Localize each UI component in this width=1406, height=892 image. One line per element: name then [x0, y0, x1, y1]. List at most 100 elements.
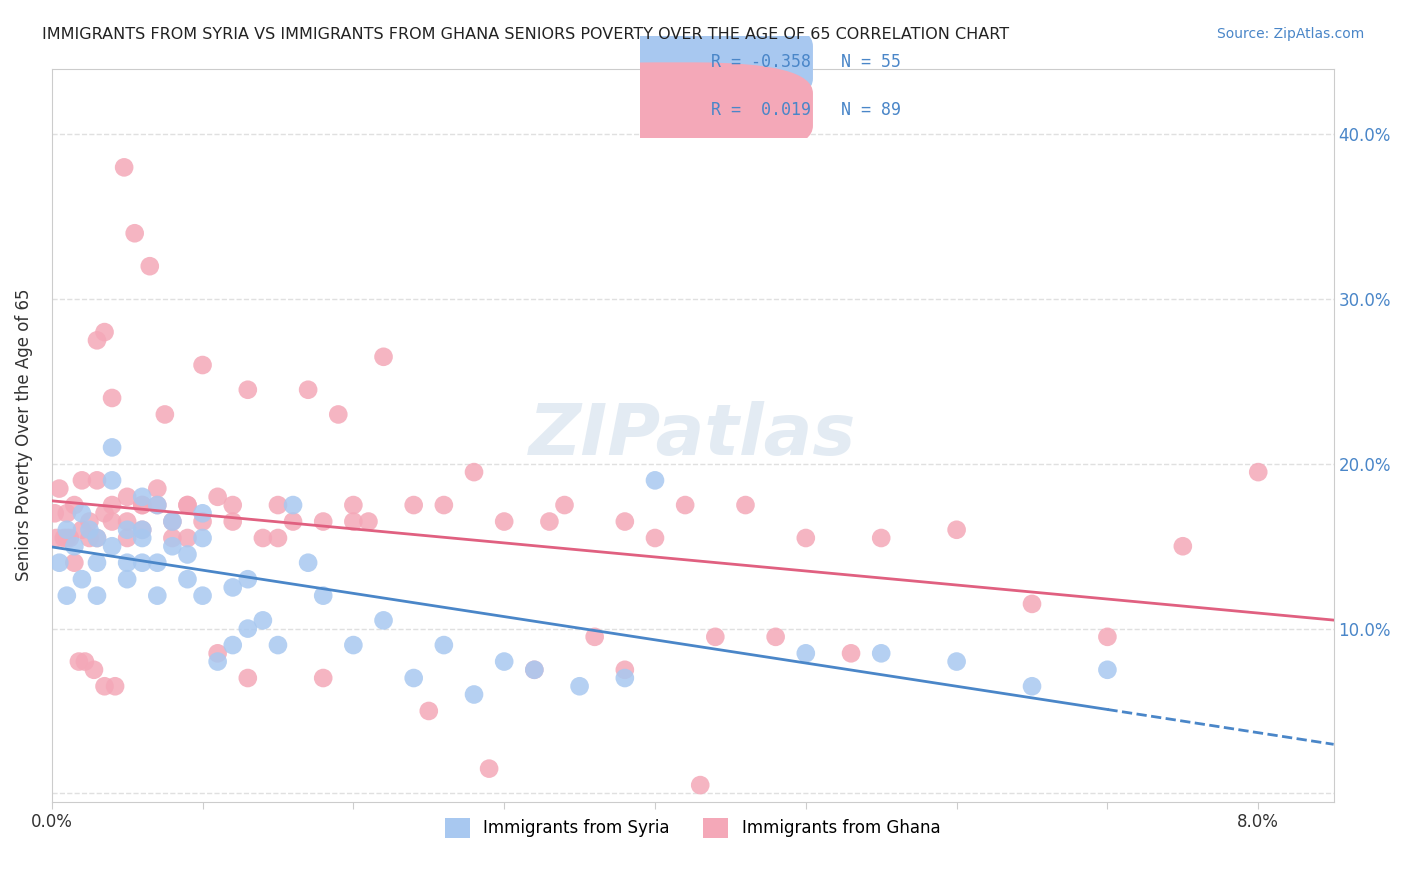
Point — [373, 613, 395, 627]
Point — [191, 506, 214, 520]
Point — [463, 465, 485, 479]
Point — [44, 506, 66, 520]
Point — [644, 531, 666, 545]
Point — [146, 556, 169, 570]
Point — [494, 655, 516, 669]
Point — [281, 515, 304, 529]
Point — [146, 498, 169, 512]
Point — [70, 572, 93, 586]
Point — [70, 523, 93, 537]
Point — [79, 531, 101, 545]
Point — [297, 383, 319, 397]
Point — [162, 515, 184, 529]
Point — [115, 490, 138, 504]
Point — [765, 630, 787, 644]
Point — [1247, 465, 1270, 479]
Point — [252, 531, 274, 545]
Point — [839, 646, 862, 660]
Point — [176, 548, 198, 562]
Point — [93, 679, 115, 693]
Point — [176, 498, 198, 512]
Point — [207, 646, 229, 660]
Point — [52, 531, 75, 545]
Point — [48, 482, 70, 496]
Point — [131, 531, 153, 545]
Point — [613, 663, 636, 677]
Y-axis label: Seniors Poverty Over the Age of 65: Seniors Poverty Over the Age of 65 — [15, 289, 32, 582]
Point — [191, 589, 214, 603]
Point — [131, 523, 153, 537]
Point — [418, 704, 440, 718]
Point — [222, 638, 245, 652]
Point — [945, 523, 967, 537]
Point — [153, 408, 176, 422]
Point — [56, 589, 79, 603]
Point — [139, 259, 162, 273]
Point — [79, 523, 101, 537]
Point — [93, 506, 115, 520]
Point — [613, 671, 636, 685]
Point — [945, 655, 967, 669]
Point — [433, 638, 456, 652]
Point — [342, 638, 364, 652]
Point — [553, 498, 575, 512]
Point — [101, 515, 124, 529]
Text: R =  0.019   N = 89: R = 0.019 N = 89 — [710, 101, 901, 119]
Point — [45, 531, 67, 545]
Point — [794, 646, 817, 660]
Point — [870, 646, 893, 660]
Point — [342, 515, 364, 529]
Point — [704, 630, 727, 644]
Point — [101, 441, 124, 455]
Point — [267, 531, 290, 545]
Point — [673, 498, 696, 512]
Point — [312, 515, 335, 529]
Point — [146, 498, 169, 512]
Point — [146, 482, 169, 496]
Legend: Immigrants from Syria, Immigrants from Ghana: Immigrants from Syria, Immigrants from G… — [439, 811, 946, 845]
Point — [115, 572, 138, 586]
Point — [63, 556, 86, 570]
Text: R = -0.358   N = 55: R = -0.358 N = 55 — [710, 54, 901, 71]
Point — [689, 778, 711, 792]
Point — [73, 655, 96, 669]
Point — [297, 556, 319, 570]
Point — [86, 531, 108, 545]
Point — [101, 391, 124, 405]
Point — [870, 531, 893, 545]
Point — [222, 581, 245, 595]
Point — [124, 226, 146, 240]
Point — [794, 531, 817, 545]
Point — [67, 655, 90, 669]
Point — [86, 556, 108, 570]
Point — [131, 556, 153, 570]
Point — [538, 515, 561, 529]
Point — [463, 688, 485, 702]
Point — [56, 531, 79, 545]
Point — [63, 498, 86, 512]
Point — [207, 655, 229, 669]
Point — [176, 531, 198, 545]
Text: Source: ZipAtlas.com: Source: ZipAtlas.com — [1216, 27, 1364, 41]
FancyBboxPatch shape — [537, 62, 813, 157]
Point — [267, 498, 290, 512]
Point — [236, 572, 259, 586]
Point — [267, 638, 290, 652]
Point — [734, 498, 756, 512]
Point — [312, 589, 335, 603]
Text: ZIPatlas: ZIPatlas — [529, 401, 856, 469]
Point — [1171, 539, 1194, 553]
Point — [162, 539, 184, 553]
Point — [191, 531, 214, 545]
Point — [131, 498, 153, 512]
Point — [131, 523, 153, 537]
Point — [342, 498, 364, 512]
Point — [56, 506, 79, 520]
Point — [1097, 630, 1119, 644]
Point — [70, 474, 93, 488]
Point — [48, 556, 70, 570]
Point — [176, 572, 198, 586]
Point — [402, 498, 425, 512]
Text: IMMIGRANTS FROM SYRIA VS IMMIGRANTS FROM GHANA SENIORS POVERTY OVER THE AGE OF 6: IMMIGRANTS FROM SYRIA VS IMMIGRANTS FROM… — [42, 27, 1010, 42]
Point — [191, 358, 214, 372]
